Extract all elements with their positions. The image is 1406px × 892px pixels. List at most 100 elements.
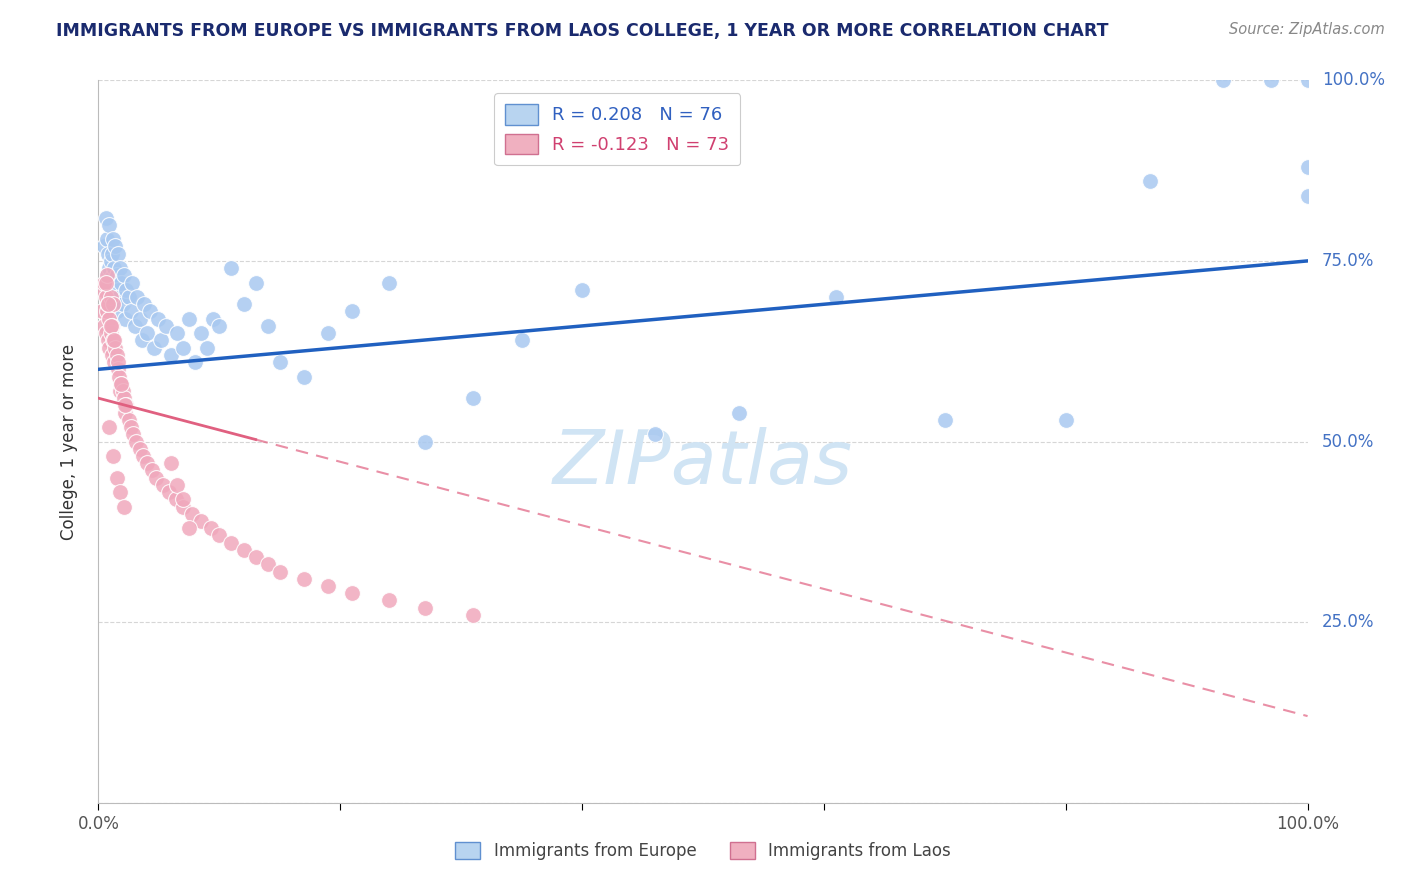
Point [105,268,128,283]
Point [105,304,128,318]
Point [1296,189,1319,203]
Point [111,384,134,398]
Point [157,485,180,500]
Point [316,326,339,340]
Point [97,334,120,348]
Point [934,413,956,427]
Point [112,500,135,514]
Point [98,218,121,232]
Point [143,341,166,355]
Point [93,276,115,290]
Point [221,535,243,549]
Point [118,290,141,304]
Point [152,478,174,492]
Text: ZIPatlas: ZIPatlas [553,427,853,500]
Point [413,600,436,615]
Point [166,478,188,492]
Point [112,268,135,283]
Point [97,297,120,311]
Point [221,261,243,276]
Point [1296,73,1319,87]
Point [94,326,117,340]
Point [100,246,122,260]
Point [110,376,132,391]
Point [100,326,122,340]
Point [256,318,278,333]
Point [202,311,225,326]
Point [292,369,315,384]
Point [269,355,291,369]
Point [93,239,115,253]
Point [413,434,436,449]
Point [127,290,149,304]
Point [101,268,124,283]
Point [342,586,364,600]
Point [139,304,162,318]
Point [269,565,291,579]
Text: 100.0%: 100.0% [1322,71,1385,89]
Point [103,261,125,276]
Point [100,290,122,304]
Point [111,297,134,311]
Point [135,456,157,470]
Point [172,341,194,355]
Point [377,593,399,607]
Point [98,341,121,355]
Point [96,232,118,246]
Point [108,485,131,500]
Point [94,276,117,290]
Point [200,521,222,535]
Point [97,297,120,311]
Point [1139,174,1161,188]
Point [208,318,231,333]
Point [112,391,135,405]
Point [125,434,148,449]
Point [101,232,124,246]
Text: 50.0%: 50.0% [1322,433,1375,450]
Point [124,318,146,333]
Point [98,261,121,276]
Point [1260,73,1282,87]
Point [121,276,143,290]
Point [1296,160,1319,174]
Point [100,318,122,333]
Point [101,449,124,463]
Point [571,283,593,297]
Point [114,311,136,326]
Point [208,528,231,542]
Point [104,341,127,355]
Point [107,355,129,369]
Point [120,420,142,434]
Text: 75.0%: 75.0% [1322,252,1375,270]
Point [110,376,132,391]
Y-axis label: College, 1 year or more: College, 1 year or more [59,343,77,540]
Text: 25.0%: 25.0% [1322,613,1375,632]
Point [180,507,202,521]
Point [160,348,183,362]
Point [463,607,485,622]
Point [97,246,120,260]
Point [115,398,138,412]
Point [232,297,254,311]
Point [114,398,136,412]
Point [166,326,188,340]
Point [232,542,254,557]
Point [100,253,122,268]
Point [256,558,278,572]
Point [107,362,129,376]
Point [108,290,131,304]
Text: Source: ZipAtlas.com: Source: ZipAtlas.com [1229,22,1385,37]
Point [104,276,127,290]
Point [94,290,117,304]
Point [110,276,132,290]
Point [644,427,666,442]
Point [100,283,122,297]
Text: IMMIGRANTS FROM EUROPE VS IMMIGRANTS FROM LAOS COLLEGE, 1 YEAR OR MORE CORRELATI: IMMIGRANTS FROM EUROPE VS IMMIGRANTS FRO… [56,22,1109,40]
Point [825,290,848,304]
Legend: Immigrants from Europe, Immigrants from Laos: Immigrants from Europe, Immigrants from … [449,835,957,867]
Point [128,311,150,326]
Point [105,348,128,362]
Point [96,268,118,283]
Point [101,334,124,348]
Point [160,456,183,470]
